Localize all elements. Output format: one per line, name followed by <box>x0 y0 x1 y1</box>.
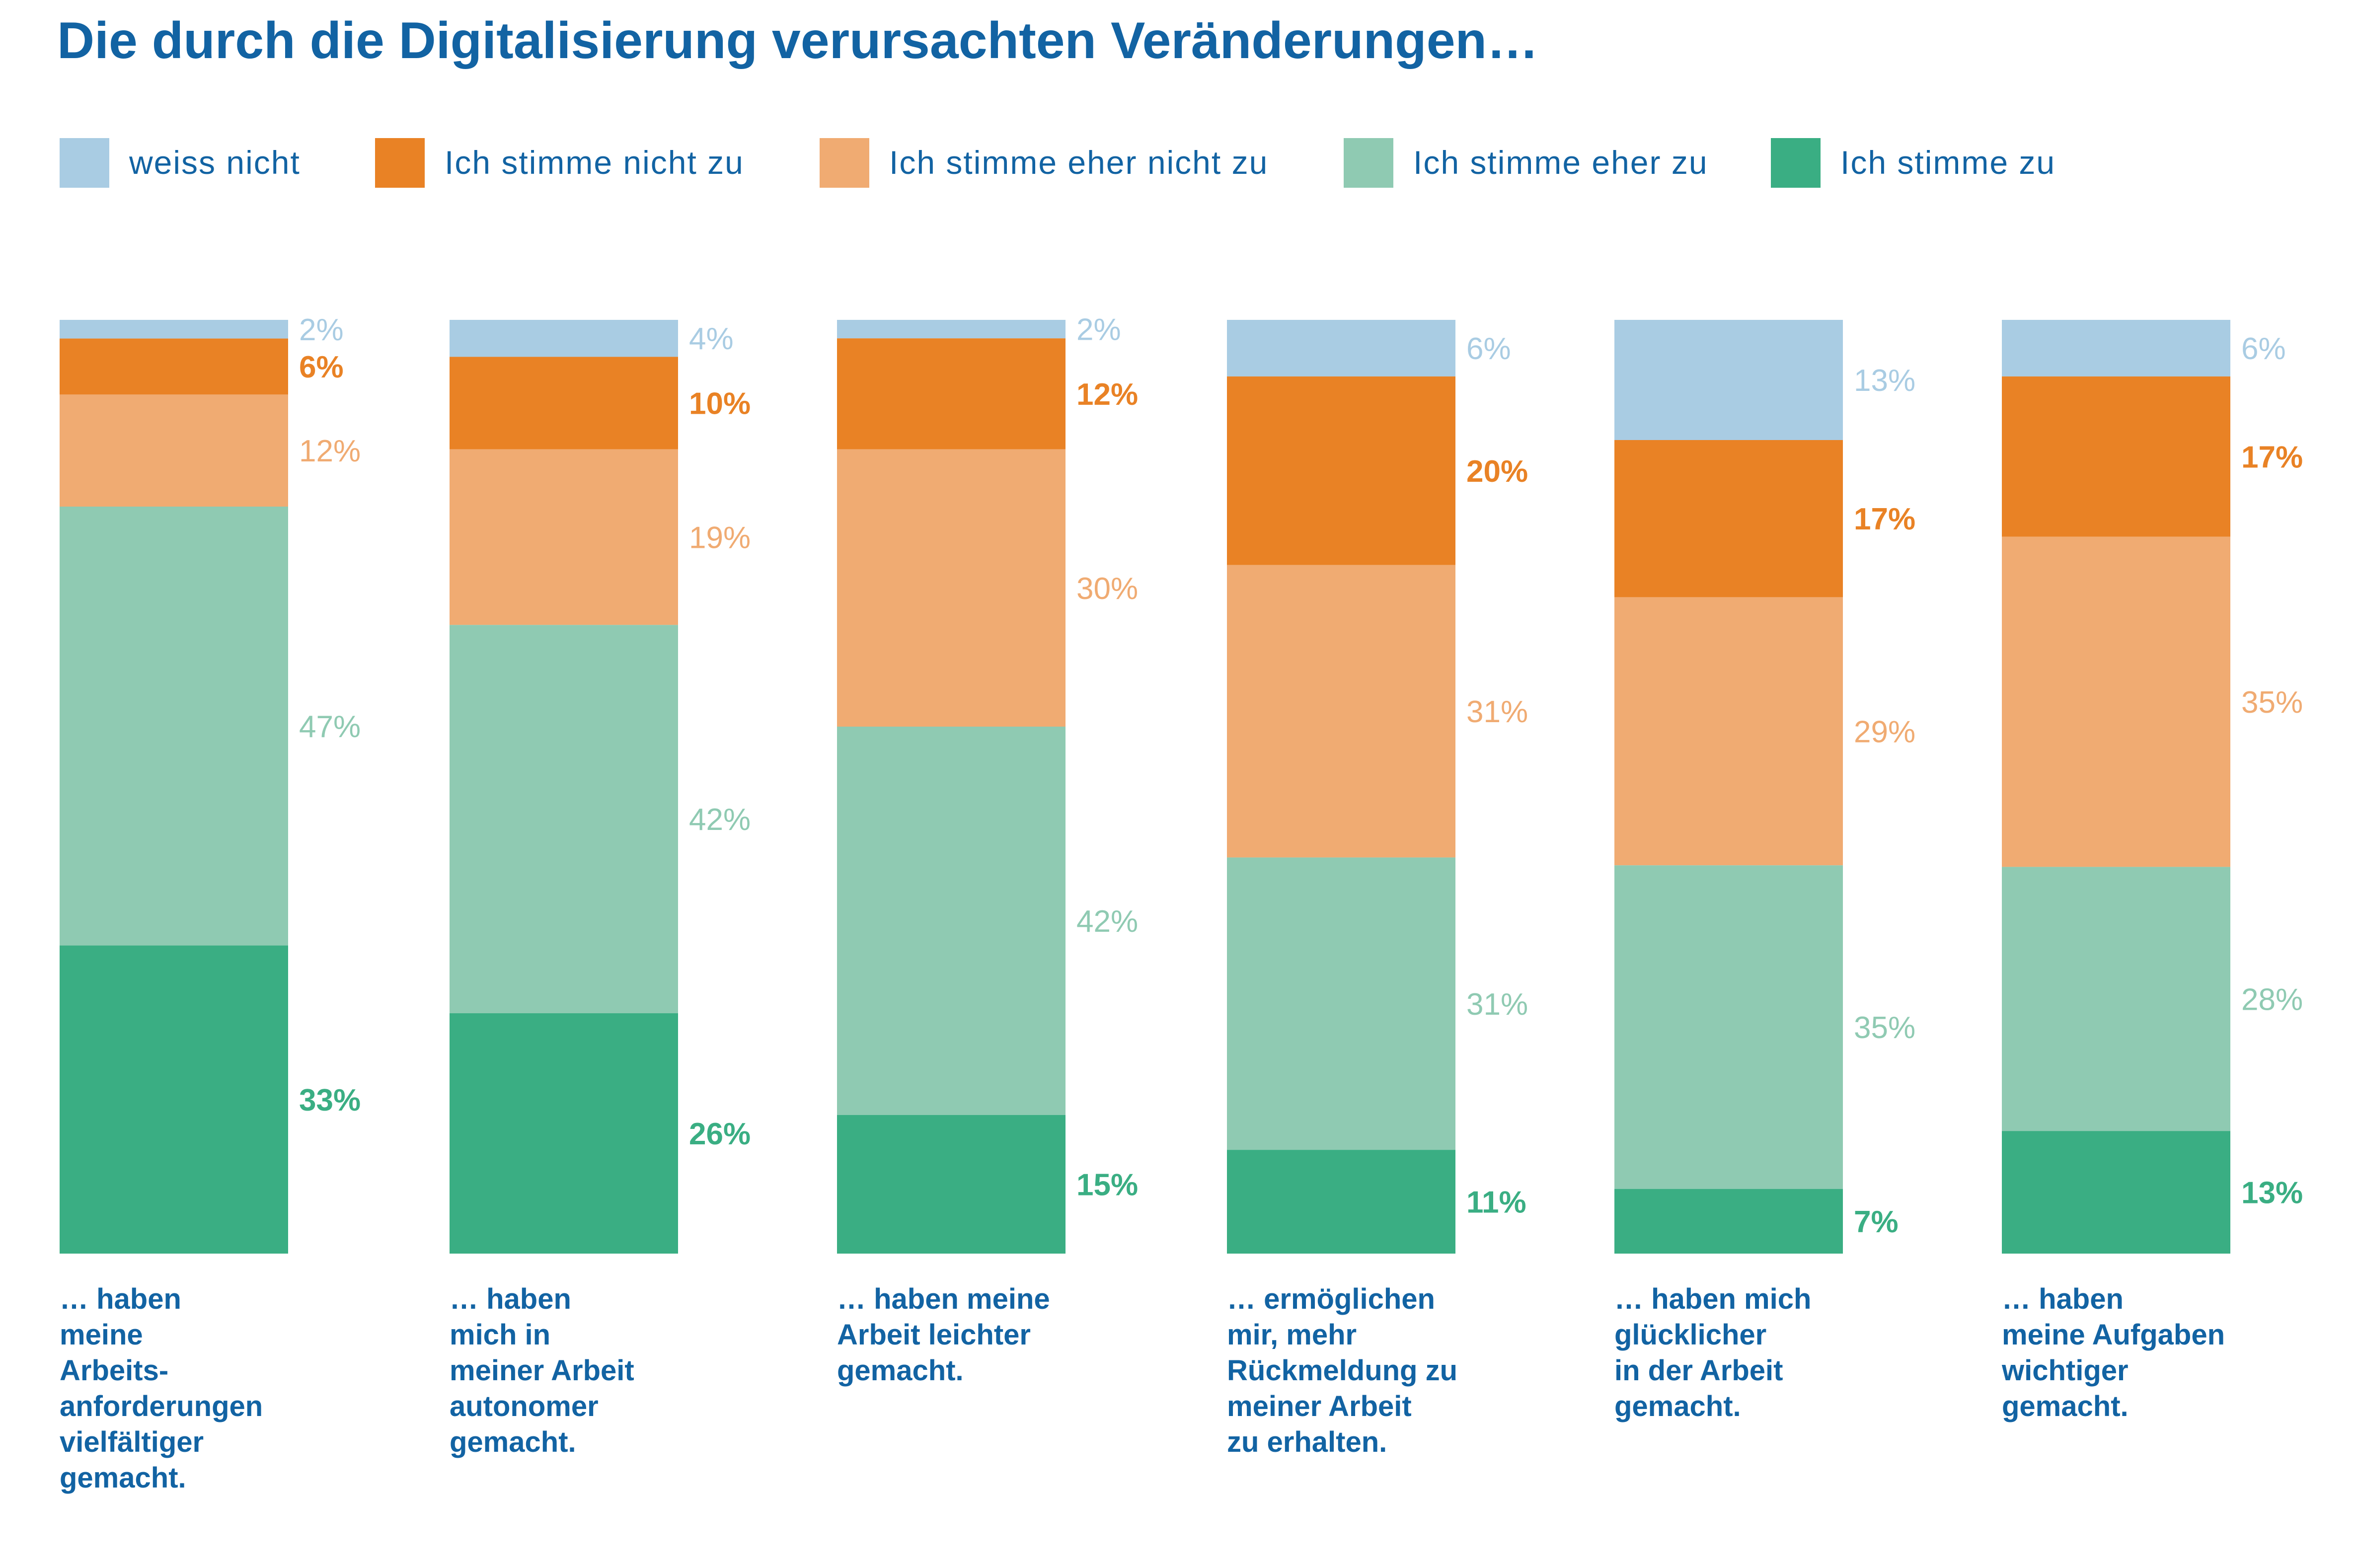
data-label: 35% <box>1854 1011 1915 1045</box>
data-label: 20% <box>1466 454 1528 489</box>
legend-label: Ich stimme nicht zu <box>445 144 744 181</box>
data-label: 31% <box>1466 987 1528 1022</box>
bar-segment <box>1227 320 1455 376</box>
data-label: 12% <box>299 434 361 468</box>
bar-segment <box>60 394 288 507</box>
bar-segment <box>450 320 678 357</box>
bar-segment <box>837 320 1066 339</box>
bar-segment <box>450 625 678 1014</box>
chart-title: Die durch die Digitalisierung verursacht… <box>57 12 1539 70</box>
data-label: 28% <box>2241 982 2303 1017</box>
bar-segment <box>1614 1189 1843 1254</box>
data-label: 7% <box>1854 1205 1899 1239</box>
bar-segment <box>450 357 678 449</box>
bar-segment <box>837 727 1066 1115</box>
category-label: … haben meine Aufgaben wichtiger gemacht… <box>2002 1283 2225 1422</box>
bar-segment <box>2002 536 2230 867</box>
bar-segment <box>1227 565 1455 858</box>
category-label: … haben mich in meiner Arbeit autonomer … <box>450 1283 634 1458</box>
bar-segment <box>1614 597 1843 866</box>
data-label: 2% <box>1076 313 1121 347</box>
data-label: 15% <box>1076 1168 1138 1202</box>
data-label: 13% <box>2241 1176 2303 1210</box>
legend-swatch <box>60 138 109 188</box>
bar-segment <box>450 1013 678 1254</box>
data-label: 11% <box>1466 1186 1526 1220</box>
data-label: 2% <box>299 313 344 347</box>
data-label: 42% <box>1076 904 1138 939</box>
data-label: 6% <box>2241 332 2286 366</box>
bar-segment <box>1614 320 1843 440</box>
bar-stack: 6% 17% 35% 28% 13% <box>2002 320 2303 1254</box>
category-label: … haben meine Arbeit leichter gemacht. <box>837 1283 1050 1387</box>
category-label: … haben meine Arbeits- anforderungen vie… <box>60 1283 263 1494</box>
legend-label: Ich stimme eher nicht zu <box>889 144 1269 181</box>
legend-label: Ich stimme zu <box>1840 144 2056 181</box>
category-label: … ermöglichen mir, mehr Rückmeldung zu m… <box>1227 1283 1458 1458</box>
bar-segment <box>837 338 1066 449</box>
bar-segment <box>1227 1150 1455 1254</box>
legend-swatch <box>820 138 869 188</box>
bar-stack: 6% 20% 31% 31% 11% <box>1227 320 1528 1254</box>
legend-swatch <box>1771 138 1821 188</box>
bar-segment <box>837 449 1066 727</box>
bar-stack: 4% 10% 19% 42% 26% <box>450 320 751 1254</box>
legend-label: weiss nicht <box>129 144 301 181</box>
legend-label: Ich stimme eher zu <box>1413 144 1708 181</box>
bar-segment <box>1227 376 1455 565</box>
bar-segment <box>837 1115 1066 1254</box>
data-label: 33% <box>299 1083 361 1118</box>
data-label: 29% <box>1854 715 1915 749</box>
bar-segment <box>60 320 288 339</box>
data-label: 42% <box>689 803 751 837</box>
bar-stack: 2% 12% 30% 42% 15% <box>837 313 1138 1254</box>
bar-segment <box>60 945 288 1254</box>
bar-segment <box>2002 320 2230 376</box>
data-label: 12% <box>1076 377 1138 412</box>
bar-segment <box>1614 440 1843 597</box>
data-label: 13% <box>1854 364 1915 398</box>
data-label: 30% <box>1076 572 1138 606</box>
data-label: 17% <box>1854 502 1915 536</box>
data-label: 6% <box>299 350 344 384</box>
data-label: 6% <box>1466 332 1511 366</box>
data-label: 35% <box>2241 685 2303 720</box>
bar-segment <box>2002 1131 2230 1254</box>
category-label: … haben mich glücklicher in der Arbeit g… <box>1614 1283 1812 1422</box>
bar-segment <box>2002 376 2230 537</box>
bar-stack: 2%6% 12% 47% 33% <box>60 313 361 1254</box>
bar-segment <box>1614 865 1843 1189</box>
data-label: 10% <box>689 387 751 421</box>
data-label: 26% <box>689 1117 751 1151</box>
data-label: 47% <box>299 710 361 744</box>
data-label: 17% <box>2241 440 2303 474</box>
data-label: 4% <box>689 322 734 356</box>
bar-segment <box>60 507 288 946</box>
legend-swatch <box>1344 138 1393 188</box>
bar-segment <box>450 449 678 625</box>
bar-segment <box>2002 867 2230 1131</box>
data-label: 31% <box>1466 695 1528 729</box>
bar-stack: 13% 17% 29% 35% 7% <box>1614 320 1915 1254</box>
bar-segment <box>1227 857 1455 1150</box>
data-label: 19% <box>689 521 751 555</box>
legend-swatch <box>375 138 425 188</box>
bar-segment <box>60 338 288 395</box>
